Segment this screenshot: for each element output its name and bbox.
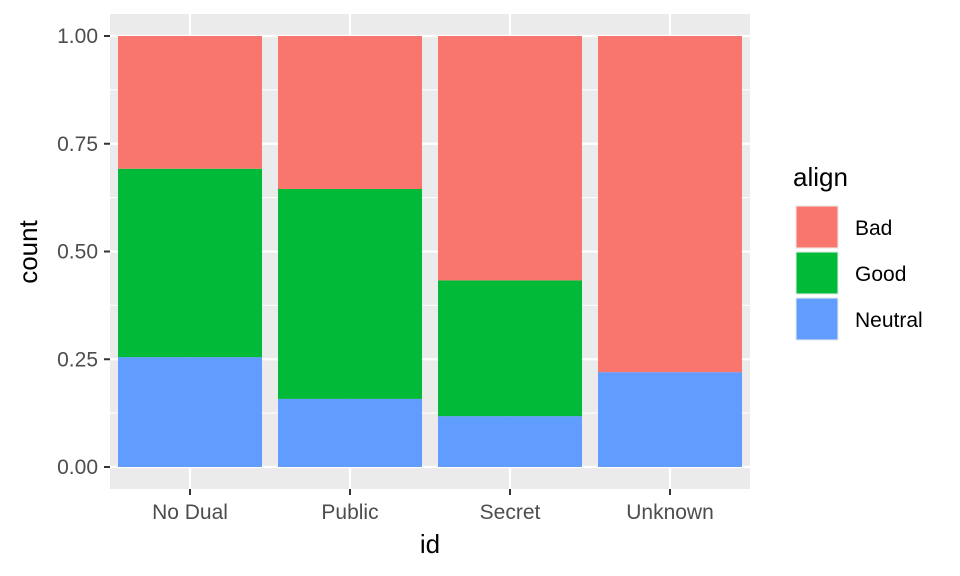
bar-good-no-dual — [118, 168, 262, 358]
bar-bad-public — [278, 36, 422, 190]
x-tick-label: Public — [321, 501, 378, 524]
bar-bad-no-dual — [118, 36, 262, 169]
legend-title: align — [793, 162, 848, 192]
y-tick-label: 0.00 — [57, 456, 98, 479]
y-axis-title: count — [13, 219, 43, 283]
bar-neutral-unknown — [598, 372, 742, 467]
legend-swatch-bad — [796, 206, 838, 248]
x-axis: No Dual Public Secret Unknown — [152, 489, 714, 524]
bar-neutral-no-dual — [118, 357, 262, 467]
bar-neutral-secret — [438, 416, 582, 467]
bar-bad-unknown — [598, 36, 742, 373]
legend-label-bad: Bad — [855, 217, 892, 240]
bar-good-public — [278, 189, 422, 399]
bar-neutral-public — [278, 398, 422, 467]
y-tick-label: 0.25 — [57, 348, 98, 371]
y-tick-label: 1.00 — [57, 25, 98, 48]
y-tick-label: 0.75 — [57, 133, 98, 156]
legend-swatch-neutral — [796, 298, 838, 340]
legend-label-neutral: Neutral — [855, 309, 923, 332]
y-axis: 0.00 0.25 0.50 0.75 1.00 — [57, 25, 110, 479]
x-tick-label: Secret — [480, 501, 541, 524]
bar-good-secret — [438, 280, 582, 417]
legend-label-good: Good — [855, 263, 906, 286]
legend: align Bad Good Neutral — [793, 162, 923, 341]
y-tick-label: 0.50 — [57, 241, 98, 264]
x-tick-label: Unknown — [626, 501, 714, 524]
x-axis-title: id — [420, 529, 440, 559]
legend-swatch-good — [796, 252, 838, 294]
x-tick-label: No Dual — [152, 501, 228, 524]
bars — [118, 36, 742, 467]
bar-bad-secret — [438, 36, 582, 281]
